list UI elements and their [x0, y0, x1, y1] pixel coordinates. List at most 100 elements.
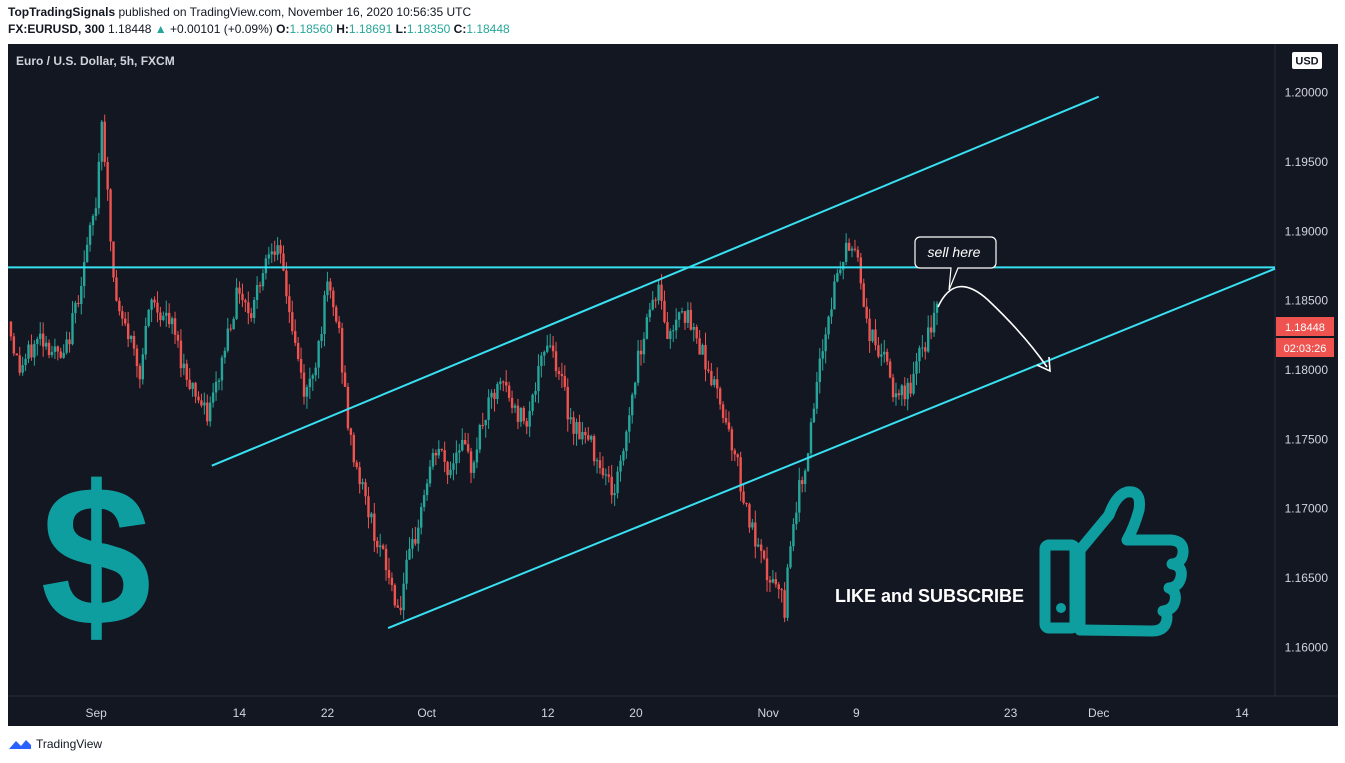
candle-body [903, 385, 906, 400]
candle-body [77, 302, 80, 305]
candle-body [214, 381, 218, 393]
candle-body [496, 384, 499, 400]
chart-title: Euro / U.S. Dollar, 5h, FXCM [16, 54, 175, 68]
candle-body [24, 358, 27, 366]
candle-body [314, 367, 317, 376]
time-scale[interactable]: Sep 14 22 Oct 12 20 Nov 9 23 Dec 14 [85, 706, 1248, 720]
candle-body [179, 340, 183, 369]
published-text: published on TradingView.com, November 1… [118, 5, 472, 19]
candle-body [765, 558, 769, 581]
countdown-badge [1276, 338, 1334, 357]
candle-body [754, 522, 757, 547]
candle-body [276, 245, 279, 255]
candle-body [390, 577, 394, 586]
candle-body [616, 471, 619, 494]
candle-body [358, 467, 361, 485]
candle-body [880, 354, 883, 357]
callout-text: sell here [928, 244, 981, 260]
candle-body [244, 300, 247, 303]
candle-body [821, 351, 824, 359]
candle-body [21, 365, 24, 373]
candle-body [355, 462, 358, 468]
candle-body [686, 309, 690, 323]
candle-body [519, 407, 523, 422]
candle-body [320, 334, 323, 341]
candle-body [669, 331, 672, 339]
candle-body [622, 450, 625, 461]
candle-body [780, 589, 783, 591]
candle-body [94, 208, 98, 217]
candle-body [62, 352, 65, 358]
candle-body [106, 162, 109, 190]
candle-body [291, 312, 294, 332]
currency-badge[interactable] [1292, 52, 1322, 69]
candle-body [384, 548, 388, 571]
author-name[interactable]: TopTradingSignals [8, 5, 116, 19]
candle-body [206, 402, 209, 422]
candle-body [812, 408, 816, 423]
candle-body [915, 361, 918, 374]
candle-body [560, 373, 564, 377]
candle-body [129, 336, 133, 340]
candle-body [771, 579, 775, 583]
footer-brand[interactable]: TradingView [8, 737, 102, 751]
candle-body [891, 377, 895, 398]
candle-body [871, 329, 874, 342]
promo-text: LIKE and SUBSCRIBE [835, 586, 1024, 606]
candle-body [830, 309, 833, 317]
candle-body [41, 333, 45, 347]
candle-body [809, 422, 813, 454]
open-value: 1.18560 [289, 22, 333, 36]
candle-body [364, 482, 367, 497]
candle-body [440, 448, 443, 451]
x-tick-label: Oct [417, 706, 436, 720]
candle-body [452, 463, 455, 470]
candle-body [478, 425, 482, 450]
candle-body [818, 358, 821, 383]
candle-body [883, 351, 886, 355]
candle-body [522, 407, 525, 422]
candle-body [88, 225, 92, 245]
projection-arrow [937, 285, 1051, 373]
arrowhead-icon [1036, 356, 1051, 373]
candle-body [601, 468, 605, 476]
candle-body [411, 539, 414, 549]
tradingview-logo-icon [9, 740, 31, 749]
candle-body [405, 559, 408, 584]
y-tick-label: 1.17000 [1285, 502, 1329, 516]
candle-body [217, 380, 221, 382]
candle-body [167, 312, 171, 325]
candle-body [141, 354, 145, 380]
candle-body [733, 450, 736, 455]
candle-body [299, 358, 303, 373]
candle-body [721, 404, 725, 419]
candle-body [839, 269, 842, 274]
projection-curve [937, 285, 1048, 368]
candle-body [800, 480, 804, 485]
candle-body [15, 353, 18, 356]
price-scale[interactable]: 1.20000 1.19500 1.19000 1.18500 1.18000 1.175… [1285, 86, 1329, 655]
candle-body [12, 336, 16, 354]
candle-body [109, 189, 112, 242]
candle-body [422, 495, 426, 508]
candle-body [121, 311, 124, 319]
candle-body [446, 461, 449, 476]
candle-body [308, 378, 312, 388]
candle-body [540, 355, 543, 367]
candle-body [223, 350, 227, 358]
candle-body [144, 325, 147, 355]
candle-body [294, 331, 297, 343]
candle-body [795, 512, 798, 525]
candle-body [431, 452, 435, 467]
candle-body [786, 567, 789, 618]
candle-body [53, 346, 57, 352]
candle-body [625, 431, 628, 451]
candle-body [924, 347, 927, 352]
candle-body [443, 450, 446, 462]
candle-body [701, 344, 704, 355]
last-price-badge-text: 1.18448 [1285, 322, 1325, 334]
candle-body [666, 322, 669, 339]
candle-body [332, 290, 335, 308]
candle-body [335, 307, 338, 322]
